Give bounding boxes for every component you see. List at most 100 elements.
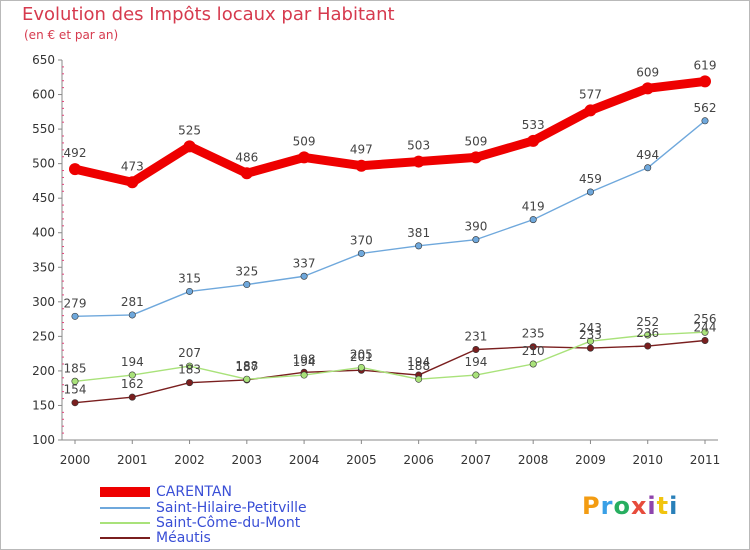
data-point-saint-hilaire-petitville: [701, 117, 709, 125]
data-label-meautis: 236: [636, 326, 659, 340]
data-point-saint-hilaire-petitville: [415, 242, 423, 250]
data-label-saint-come-du-mont: 185: [64, 361, 87, 375]
data-label-carentan: 486: [235, 150, 258, 164]
data-point-saint-come-du-mont: [300, 371, 308, 379]
x-tick-label: 2006: [403, 453, 434, 467]
y-tick-label: 300: [32, 295, 55, 309]
chart-subtitle: (en € et par an): [24, 28, 119, 42]
data-point-saint-hilaire-petitville: [357, 249, 365, 257]
data-point-carentan: [527, 134, 540, 147]
data-label-carentan: 509: [293, 134, 316, 148]
data-label-saint-come-du-mont: 210: [522, 344, 545, 358]
series-lines: [70, 76, 710, 404]
data-point-carentan: [699, 75, 711, 88]
data-label-saint-come-du-mont: 252: [636, 315, 659, 329]
data-label-meautis: 194: [407, 355, 430, 369]
y-tick-label: 150: [32, 398, 55, 412]
data-label-saint-come-du-mont: 256: [694, 312, 717, 326]
data-point-carentan: [183, 140, 196, 153]
series-line-saint-hilaire-petitville: [74, 120, 706, 318]
data-label-saint-come-du-mont: 188: [407, 359, 430, 373]
x-tick-label: 2000: [60, 453, 91, 467]
y-tick-label: 650: [32, 53, 55, 67]
data-label-saint-hilaire-petitville: 281: [121, 295, 144, 309]
data-point-saint-hilaire-petitville: [586, 188, 594, 196]
data-label-meautis: 198: [293, 352, 316, 366]
data-point-saint-come-du-mont: [128, 371, 136, 379]
data-label-carentan: 503: [407, 139, 430, 153]
data-point-saint-hilaire-petitville: [243, 281, 251, 289]
legend-item-meautis: Méautis: [100, 530, 211, 546]
x-tick-label: 2009: [575, 453, 606, 467]
data-point-saint-come-du-mont: [186, 362, 194, 370]
legend-swatch-carentan: [100, 487, 150, 497]
data-point-saint-hilaire-petitville: [529, 216, 537, 224]
x-tick-label: 2002: [174, 453, 205, 467]
legend-item-carentan: CARENTAN: [100, 484, 232, 500]
data-point-saint-hilaire-petitville: [472, 236, 480, 244]
data-point-saint-come-du-mont: [586, 337, 594, 345]
data-point-carentan: [298, 151, 311, 164]
series-line-saint-come-du-mont: [74, 331, 706, 382]
data-label-carentan: 492: [64, 146, 87, 160]
data-label-meautis: 154: [64, 383, 87, 397]
data-point-carentan: [126, 176, 139, 189]
data-point-saint-come-du-mont: [529, 360, 537, 368]
data-label-saint-hilaire-petitville: 370: [350, 233, 373, 247]
x-tick-label: 2007: [461, 453, 492, 467]
data-label-carentan: 609: [636, 65, 659, 79]
y-tick-label: 350: [32, 260, 55, 274]
x-tick-label: 2003: [232, 453, 263, 467]
data-point-saint-come-du-mont: [243, 375, 251, 383]
data-point-saint-come-du-mont: [71, 377, 79, 385]
legend-item-saint-hilaire-petitville: Saint-Hilaire-Petitville: [100, 500, 307, 516]
data-label-saint-hilaire-petitville: 325: [235, 265, 258, 279]
chart-axes: 100 150 200 250 300 350 400 450 500 550 600 650 2000…: [32, 53, 720, 467]
data-points: [69, 75, 711, 407]
data-point-saint-hilaire-petitville: [644, 164, 652, 172]
y-tick-label: 450: [32, 191, 55, 205]
legend-swatch-saint-hilaire-petitville: [100, 507, 150, 509]
series-line-meautis: [74, 339, 706, 404]
data-point-carentan: [412, 155, 425, 168]
data-point-saint-come-du-mont: [357, 363, 365, 371]
data-point-saint-hilaire-petitville: [300, 272, 308, 280]
x-tick-label: 2011: [690, 453, 721, 467]
data-point-meautis: [586, 344, 594, 352]
y-tick-label: 400: [32, 226, 55, 240]
proxiti-logo: Proxiti: [582, 492, 679, 520]
data-point-saint-come-du-mont: [415, 375, 423, 383]
x-tick-label: 2001: [117, 453, 148, 467]
y-tick-label: 600: [32, 88, 55, 102]
legend-item-saint-come-du-mont: Saint-Côme-du-Mont: [100, 515, 301, 531]
data-label-saint-come-du-mont: 194: [121, 355, 144, 369]
x-tick-label: 2005: [346, 453, 377, 467]
data-point-saint-come-du-mont: [701, 328, 709, 336]
data-point-saint-hilaire-petitville: [186, 287, 194, 295]
data-point-saint-come-du-mont: [644, 331, 652, 339]
data-label-meautis: 162: [121, 377, 144, 391]
y-tick-label: 100: [32, 433, 55, 447]
data-point-carentan: [240, 167, 253, 180]
data-label-saint-hilaire-petitville: 337: [293, 256, 316, 270]
legend-label-meautis: Méautis: [156, 530, 211, 546]
data-label-meautis: 231: [464, 329, 487, 343]
data-label-meautis: 235: [522, 327, 545, 341]
data-label-carentan: 473: [121, 159, 144, 173]
data-label-meautis: 233: [579, 328, 602, 342]
data-label-saint-hilaire-petitville: 562: [694, 101, 717, 115]
data-point-carentan: [69, 163, 81, 176]
data-label-saint-hilaire-petitville: 315: [178, 271, 201, 285]
data-label-carentan: 533: [522, 118, 545, 132]
data-point-saint-hilaire-petitville: [128, 311, 136, 319]
legend-swatch-meautis: [100, 537, 150, 539]
data-point-meautis: [186, 379, 194, 387]
legend-label-saint-come-du-mont: Saint-Côme-du-Mont: [156, 515, 301, 531]
data-label-saint-come-du-mont: 194: [464, 355, 487, 369]
y-tick-label: 550: [32, 122, 55, 136]
data-label-saint-hilaire-petitville: 459: [579, 172, 602, 186]
x-tick-label: 2004: [289, 453, 320, 467]
data-label-saint-come-du-mont: 205: [350, 347, 373, 361]
data-label-carentan: 497: [350, 143, 373, 157]
